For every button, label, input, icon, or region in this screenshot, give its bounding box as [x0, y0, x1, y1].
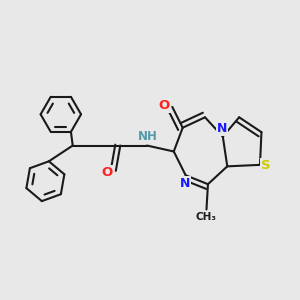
Text: N: N	[180, 177, 190, 190]
Text: N: N	[217, 122, 227, 135]
Text: O: O	[158, 99, 169, 112]
Text: CH₃: CH₃	[196, 212, 217, 222]
Text: O: O	[101, 166, 112, 179]
Text: NH: NH	[138, 130, 158, 143]
Text: S: S	[260, 159, 270, 172]
